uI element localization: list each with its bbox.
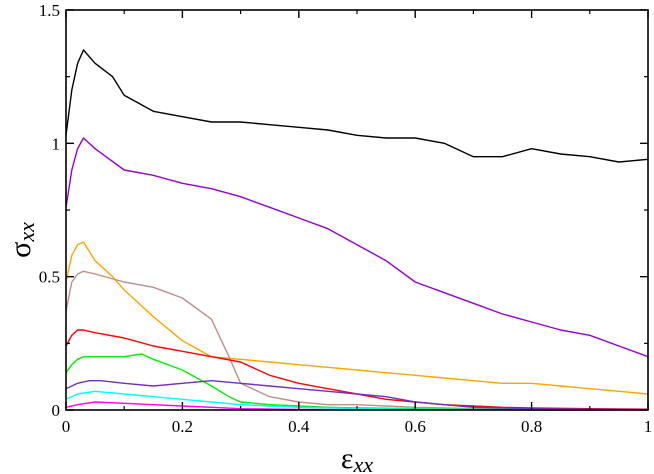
y-axis-label: σxx (4, 222, 39, 258)
x-axis-label-sub: xx (353, 452, 374, 474)
series-layer (65, 49, 649, 411)
series-line-2 (65, 137, 649, 358)
x-axis-label: εxx (341, 442, 373, 474)
y-tick-label: 1.5 (39, 1, 60, 20)
x-tick-label: 0.6 (405, 417, 426, 436)
series-line-5 (65, 329, 649, 410)
y-tick-label: 1 (52, 134, 61, 153)
x-tick-label: 1 (644, 417, 653, 436)
series-line-6 (65, 353, 649, 411)
x-axis-label-main: ε (341, 442, 354, 474)
y-tick-label: 0 (52, 401, 61, 420)
series-line-7 (65, 380, 649, 411)
x-tick-label: 0.2 (172, 417, 193, 436)
series-line-1 (65, 49, 649, 163)
series-line-4 (65, 270, 649, 411)
x-tick-label: 0.8 (521, 417, 542, 436)
tick-layer: 0 0.2 0.4 0.6 0.8 1 0 0.5 1 1.5 (39, 1, 653, 436)
y-axis-label-sub: xx (14, 222, 39, 243)
y-axis-label-main: σ (4, 242, 37, 258)
x-tick-label: 0 (62, 417, 71, 436)
y-tick-label: 0.5 (39, 268, 60, 287)
plot-frame (65, 9, 649, 411)
x-tick-label: 0.4 (288, 417, 310, 436)
series-line-3 (65, 241, 649, 395)
